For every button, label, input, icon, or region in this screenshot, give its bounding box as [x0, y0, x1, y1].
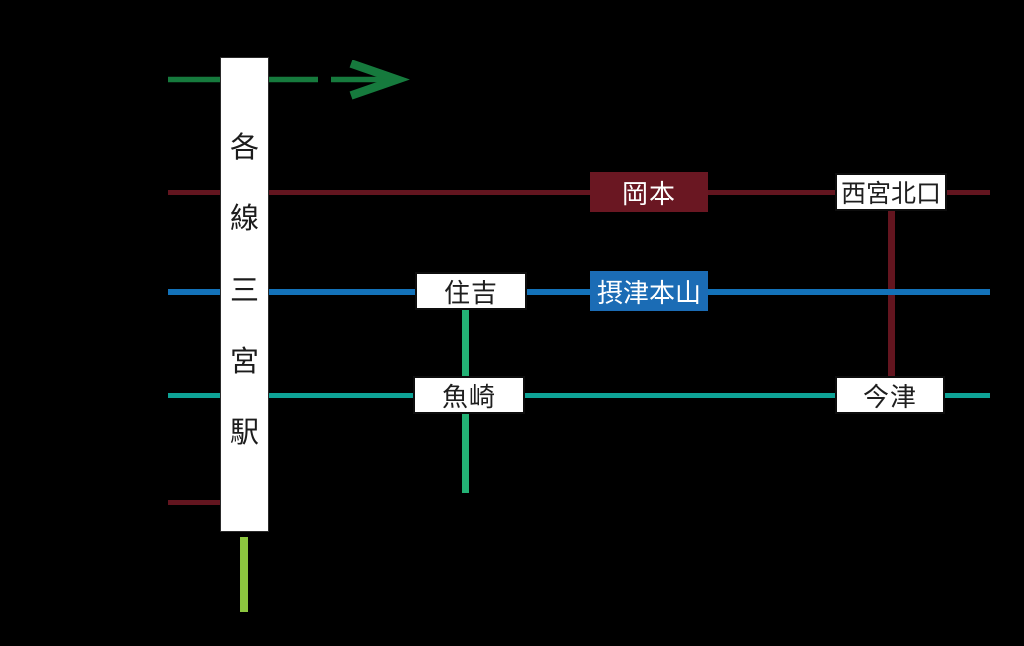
station-box-settsu-motoyama: 摂津本山: [590, 271, 708, 311]
line-maroon-stub: [168, 500, 220, 505]
line-maroon-horizontal: [168, 190, 990, 195]
station-label-settsu-motoyama: 摂津本山: [596, 278, 701, 309]
terminal-char: 各: [229, 130, 259, 164]
station-box-nishinomiya-kitaguchi: 西宮北口: [835, 173, 947, 211]
station-box-uozaki: 魚崎: [413, 376, 525, 414]
arrow-head: [349, 60, 410, 100]
station-label-uozaki: 魚崎: [441, 382, 496, 413]
line-yellowgreen-vertical: [240, 537, 248, 612]
station-label-nishinomiya-kitaguchi: 西宮北口: [840, 179, 941, 208]
right-arrow-icon: [168, 60, 410, 100]
terminal-station-label: 各 線 三 宮 駅: [221, 132, 268, 447]
station-box-sumiyoshi: 住吉: [415, 272, 527, 310]
line-blue-horizontal: [168, 289, 990, 295]
station-label-okamoto: 岡本: [621, 179, 676, 210]
terminal-char: 線: [229, 201, 259, 236]
station-box-imazu: 今津: [835, 376, 945, 414]
terminal-char: 駅: [229, 415, 259, 449]
station-label-imazu: 今津: [862, 382, 917, 413]
station-label-sumiyoshi: 住吉: [443, 278, 498, 309]
terminal-char: 三: [229, 272, 259, 307]
line-teal-horizontal: [168, 393, 990, 398]
station-box-okamoto: 岡本: [590, 172, 708, 212]
terminal-char: 宮: [229, 343, 259, 378]
terminal-station-box: 各 線 三 宮 駅: [220, 57, 269, 532]
